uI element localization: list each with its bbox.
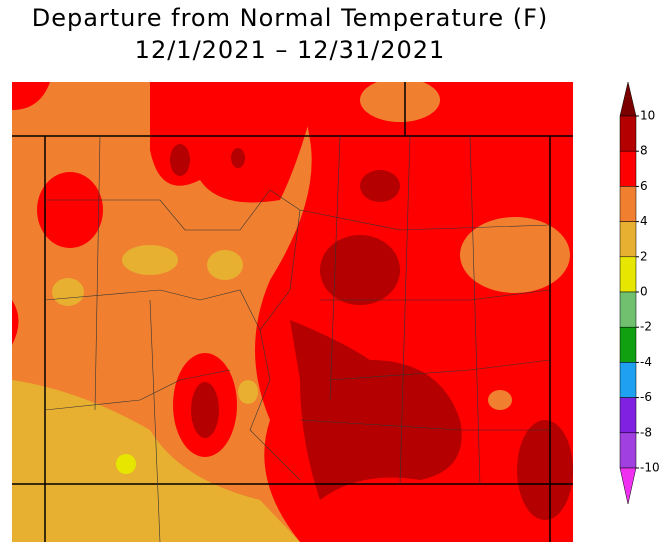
colorbar-segment	[619, 326, 637, 363]
colorbar-segment	[619, 432, 637, 469]
colorbar-top	[619, 81, 637, 117]
colorbar-label: 8	[640, 144, 648, 158]
colorbar-segment	[619, 221, 637, 258]
colorbar-label: -6	[640, 390, 652, 404]
colorbar-segment	[619, 291, 637, 328]
map	[12, 82, 573, 542]
colorbar-segment	[619, 256, 637, 293]
colorbar-bottom	[619, 467, 637, 505]
colorbar-segment	[619, 397, 637, 434]
colorbar: 10 8 6 4 2 0 -2 -4 -6 -8 -10	[619, 81, 660, 505]
colorbar-label: 10	[640, 109, 655, 123]
colorbar-label: 4	[640, 214, 648, 228]
colorbar-label: -8	[640, 425, 652, 439]
colorbar-label: 2	[640, 249, 648, 263]
colorbar-label: 0	[640, 285, 648, 299]
colorbar-segment	[619, 362, 637, 398]
colorbar-label: -10	[640, 461, 660, 475]
colorbar-label: -2	[640, 320, 652, 334]
colorbar-label: 6	[640, 179, 648, 193]
title: Departure from Normal Temperature (F)	[32, 4, 549, 32]
colorbar-label: -4	[640, 355, 652, 369]
colorbar-segment	[619, 186, 637, 222]
colorbar-segment	[619, 150, 637, 187]
colorbar-segment	[619, 115, 637, 152]
subtitle: 12/1/2021 – 12/31/2021	[135, 36, 446, 64]
